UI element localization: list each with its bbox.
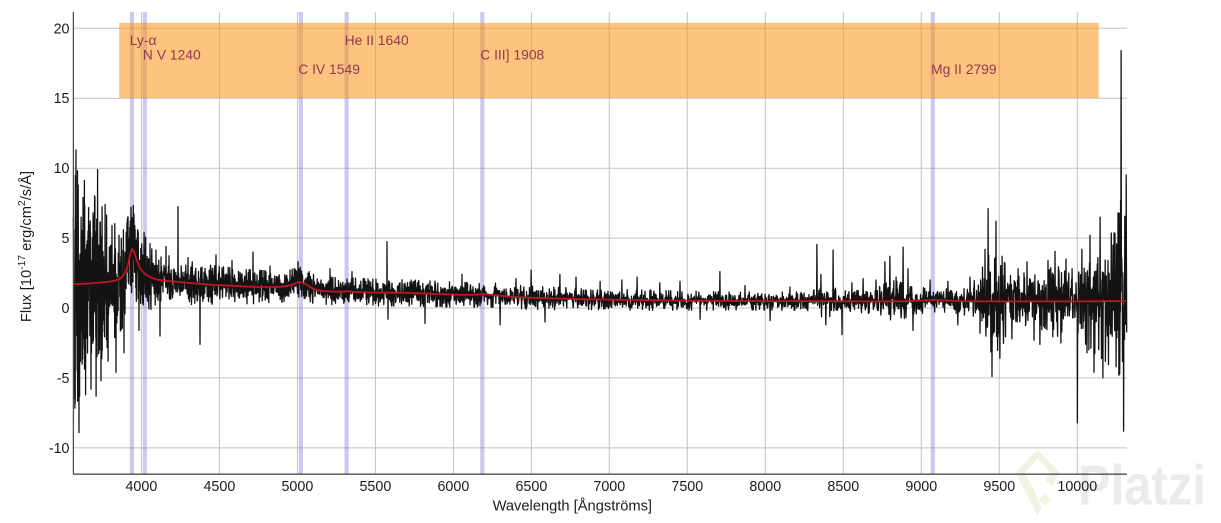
svg-text:Ly-α: Ly-α [130, 32, 157, 48]
svg-text:N V 1240: N V 1240 [143, 46, 201, 62]
svg-text:-10: -10 [49, 441, 70, 457]
svg-text:10000: 10000 [1057, 479, 1097, 495]
svg-text:5: 5 [62, 231, 70, 247]
svg-text:Mg II 2799: Mg II 2799 [931, 61, 997, 77]
svg-text:10: 10 [54, 161, 70, 177]
svg-text:C III] 1908: C III] 1908 [480, 46, 544, 62]
svg-text:7000: 7000 [593, 479, 625, 495]
svg-text:5500: 5500 [359, 479, 391, 495]
svg-text:4500: 4500 [203, 479, 235, 495]
svg-text:-5: -5 [57, 371, 70, 387]
svg-text:9500: 9500 [983, 479, 1015, 495]
svg-text:Platzi: Platzi [1078, 454, 1206, 518]
svg-text:15: 15 [54, 91, 70, 107]
svg-text:0: 0 [62, 301, 70, 317]
svg-text:6500: 6500 [515, 479, 547, 495]
svg-text:8000: 8000 [749, 479, 781, 495]
svg-text:Flux [10-17 erg/cm2/s/Å]: Flux [10-17 erg/cm2/s/Å] [17, 171, 35, 322]
svg-text:7500: 7500 [671, 479, 703, 495]
svg-text:Wavelength [Ångströms]: Wavelength [Ångströms] [493, 498, 652, 515]
svg-text:5000: 5000 [281, 479, 313, 495]
svg-text:4000: 4000 [125, 479, 157, 495]
svg-text:He II 1640: He II 1640 [345, 32, 409, 48]
svg-text:20: 20 [54, 21, 70, 37]
svg-text:8500: 8500 [827, 479, 859, 495]
svg-text:6000: 6000 [437, 479, 469, 495]
svg-text:9000: 9000 [905, 479, 937, 495]
svg-text:C IV 1549: C IV 1549 [298, 61, 360, 77]
